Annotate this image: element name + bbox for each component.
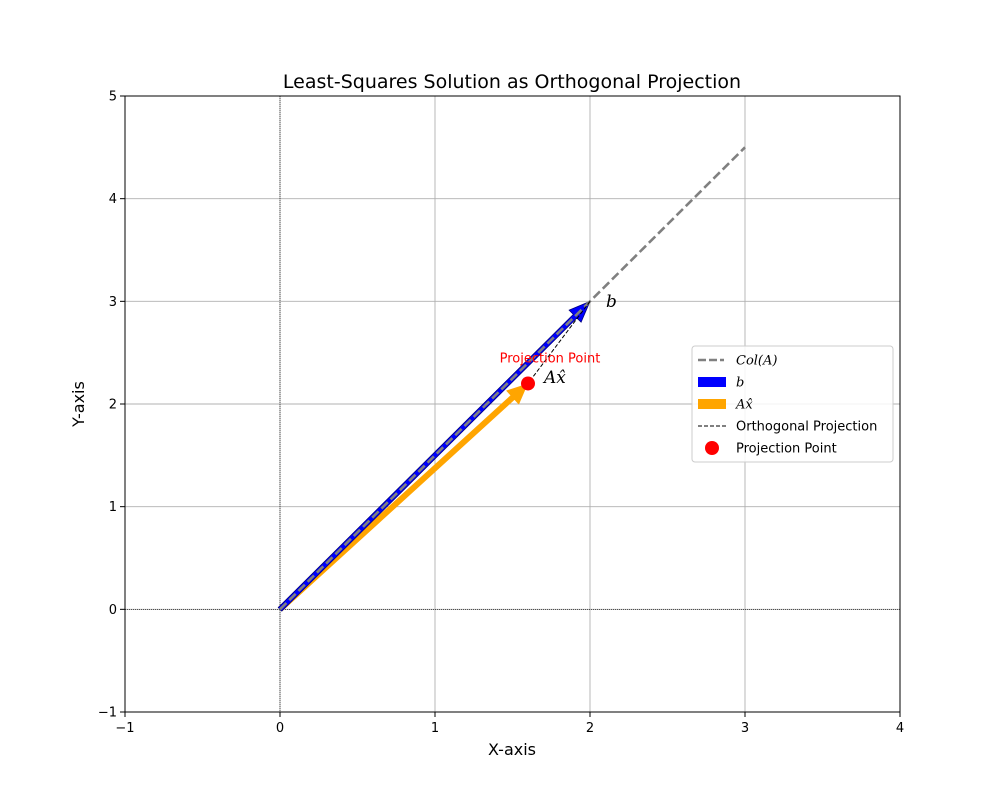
reference-lines — [125, 96, 900, 712]
x-axis-title: X-axis — [488, 740, 536, 759]
vector-ax-label: Ax̂ — [542, 368, 566, 388]
legend-box — [691, 345, 894, 463]
vector-b-label: b — [606, 292, 617, 312]
legend-handle-1 — [698, 377, 726, 387]
legend-handle-projection-point — [705, 441, 719, 455]
legend-label-0: Col(A) — [736, 354, 777, 369]
x-tick-label-0: −1 — [115, 721, 134, 736]
y-tick-label-0: −1 — [98, 706, 117, 721]
ticks: −1 0 1 2 3 4 −1 0 1 2 3 4 5 — [98, 90, 904, 737]
projection-point-label: Projection Point — [500, 351, 601, 366]
legend-label-2: Ax̂ — [735, 398, 753, 413]
y-tick-label-3: 2 — [109, 398, 117, 413]
vector-ax-arrow — [277, 383, 528, 612]
legend-label-4: Projection Point — [736, 442, 837, 457]
plot-data — [277, 146, 746, 612]
x-tick-label-1: 0 — [276, 721, 284, 736]
y-tick-label-4: 3 — [109, 295, 117, 310]
y-tick-label-5: 4 — [109, 192, 117, 207]
x-tick-label-5: 4 — [896, 721, 904, 736]
projection-point-marker — [521, 376, 535, 391]
y-axis-title: Y-axis — [69, 381, 88, 428]
x-tick-label-3: 2 — [586, 721, 594, 736]
annotations: b Ax̂ Projection Point — [500, 292, 617, 388]
x-tick-label-2: 1 — [431, 721, 439, 736]
y-tick-label-2: 1 — [109, 500, 117, 515]
legend: Col(A) b Ax̂ Orthogonal Projection Projectio… — [691, 345, 894, 463]
legend-label-1: b — [736, 376, 744, 391]
chart-title: Least-Squares Solution as Orthogonal Pro… — [283, 71, 741, 93]
col-space-line — [279, 146, 746, 611]
orthogonal-projection-line — [527, 301, 591, 384]
legend-label-3: Orthogonal Projection — [736, 420, 877, 435]
x-tick-label-4: 3 — [741, 721, 749, 736]
legend-handle-2 — [698, 399, 726, 409]
y-tick-label-6: 5 — [109, 90, 117, 105]
y-tick-label-1: 0 — [109, 603, 117, 618]
